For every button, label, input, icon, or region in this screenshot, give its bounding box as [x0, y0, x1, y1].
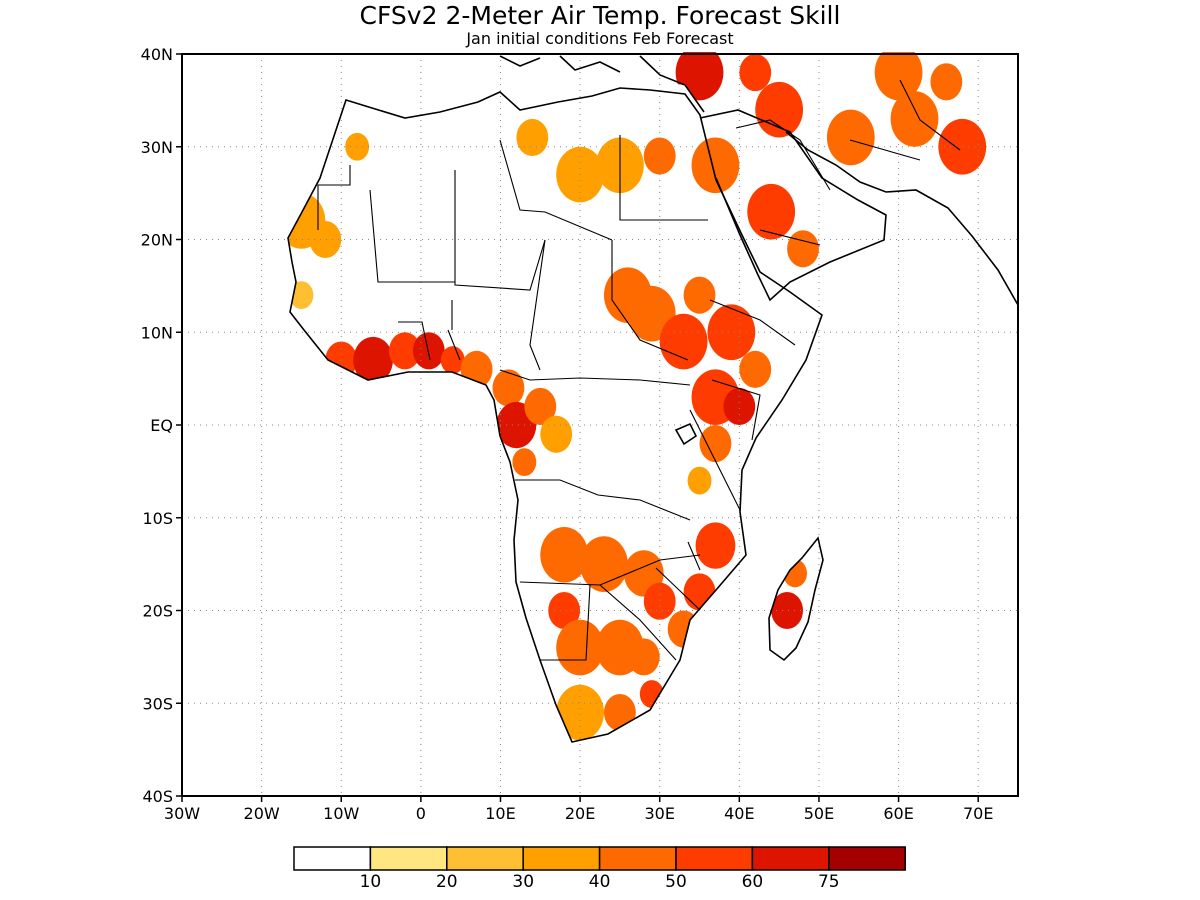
lon-tick-label: 40E	[724, 804, 754, 823]
colorbar-swatch	[293, 846, 372, 871]
skill-region	[353, 336, 393, 384]
skill-region	[691, 137, 740, 194]
skill-region	[890, 91, 939, 147]
lat-tick-label: 40S	[142, 787, 173, 806]
lat-tick-label: 30S	[142, 694, 173, 713]
lon-tick-label: 30E	[644, 804, 674, 823]
lake-victoria-outline	[674, 422, 698, 446]
skill-region	[723, 387, 756, 426]
lon-tick-label: 0	[416, 804, 426, 823]
skill-region	[787, 230, 819, 268]
map-plot-area	[181, 52, 1019, 797]
lat-tick-label: 10N	[141, 323, 173, 342]
country-borders	[317, 79, 961, 661]
lat-tick-label: 40N	[141, 45, 173, 64]
skill-region	[556, 684, 604, 741]
skill-region	[771, 591, 804, 630]
skill-region	[659, 313, 708, 370]
colorbar-label: 75	[818, 872, 840, 892]
coastlines	[287, 55, 1019, 743]
skill-region	[675, 52, 724, 101]
colorbar-label: 40	[589, 872, 611, 892]
skill-region	[707, 304, 756, 361]
colorbar-swatch	[369, 846, 448, 871]
skill-region	[556, 619, 604, 676]
colorbar-label: 10	[360, 872, 382, 892]
skill-region	[687, 466, 712, 495]
lon-tick-label: 30W	[164, 804, 200, 823]
colorbar-label: 60	[742, 872, 764, 892]
lon-tick-label: 70E	[963, 804, 993, 823]
lon-tick-label: 60E	[883, 804, 913, 823]
skill-region	[516, 118, 549, 157]
lat-tick-label: 20S	[142, 602, 173, 621]
lon-tick-label: 20E	[565, 804, 595, 823]
arabia-coastline	[699, 109, 887, 302]
skill-region	[389, 332, 421, 370]
colorbar-swatch	[598, 846, 677, 871]
skill-region	[826, 109, 875, 166]
madagascar-coastline	[768, 536, 824, 662]
skill-region	[683, 276, 716, 314]
skill-region	[492, 369, 525, 407]
europe-coastline	[499, 55, 705, 113]
skill-region	[440, 346, 465, 374]
lat-lon-gridlines	[182, 54, 1018, 796]
skill-region	[695, 522, 736, 569]
skill-region	[699, 425, 732, 463]
colorbar-legend: 10 20 30 40 50 60 75	[293, 846, 906, 892]
lat-tick-label: 30N	[141, 138, 173, 157]
skill-region	[345, 132, 370, 161]
lat-tick-label: EQ	[150, 416, 173, 435]
skill-region	[747, 183, 796, 240]
lon-tick-label: 10E	[485, 804, 515, 823]
skill-region	[540, 527, 589, 583]
map-subtitle: Jan initial conditions Feb Forecast	[465, 29, 733, 48]
latitude-axis: 40N 30N 20N 10N EQ 10S 20S 30S 40S	[141, 45, 182, 806]
longitude-axis: 30W 20W 10W 0 10E 20E 30E 40E 50E 60E 70E	[164, 796, 993, 823]
skill-region	[643, 582, 676, 620]
map-title: CFSv2 2-Meter Air Temp. Forecast Skill	[360, 1, 841, 30]
skill-region	[412, 332, 445, 370]
skill-region	[540, 415, 573, 453]
skill-region	[524, 387, 557, 426]
colorbar-swatch	[522, 846, 601, 871]
colorbar-swatch	[828, 846, 906, 871]
lon-tick-label: 20W	[244, 804, 280, 823]
skill-region	[309, 220, 342, 259]
lat-tick-label: 20N	[141, 231, 173, 250]
lon-tick-label: 50E	[804, 804, 834, 823]
colorbar-label: 20	[436, 872, 458, 892]
lat-tick-label: 10S	[142, 509, 173, 528]
colorbar-label: 30	[512, 872, 534, 892]
colorbar-swatch	[751, 846, 830, 871]
lon-tick-label: 10W	[323, 804, 359, 823]
colorbar-swatch	[675, 846, 754, 871]
africa-coastline	[287, 87, 823, 743]
colorbar-label: 50	[665, 872, 687, 892]
skill-region	[548, 591, 581, 630]
colorbar-swatch	[446, 846, 524, 871]
skill-region	[739, 54, 772, 92]
skill-region	[627, 638, 660, 676]
skill-region	[739, 350, 772, 388]
skill-region	[755, 81, 804, 138]
skill-region	[512, 448, 537, 477]
skill-region	[930, 63, 963, 101]
asia-coastline	[785, 131, 1019, 306]
